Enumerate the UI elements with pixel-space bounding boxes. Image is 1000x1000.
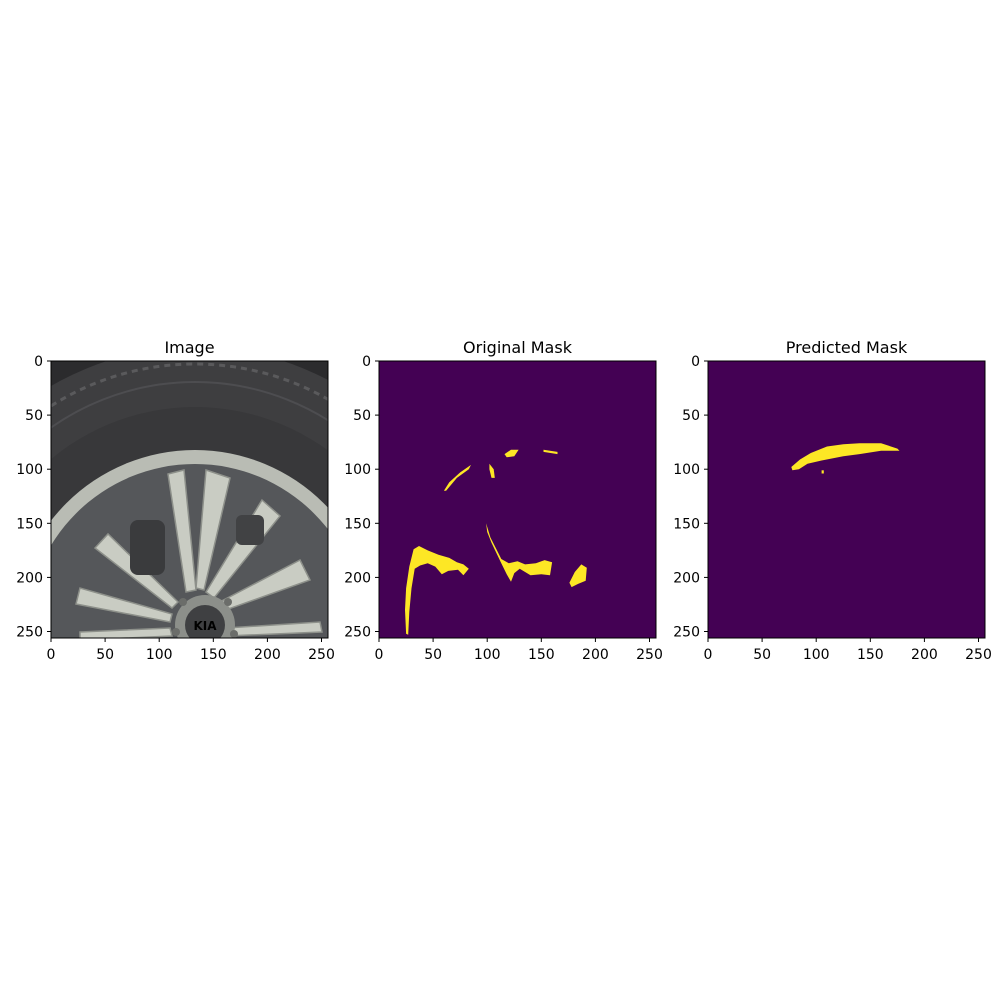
image-frame [50, 360, 329, 639]
image-xtick-label-100: 100 [146, 647, 173, 663]
predicted-mask-xtick-label-50: 50 [753, 647, 771, 663]
original-mask-ytick-label-100: 100 [344, 462, 371, 478]
original-mask-xtick-label-100: 100 [474, 647, 501, 663]
predicted-mask-xtick-label-0: 0 [704, 647, 713, 663]
image-ytick-label-100: 100 [16, 462, 43, 478]
original-mask-panel: Original Mask 0 50 100 150 200 25005010015020… [344, 338, 663, 663]
predicted-mask-region-1 [821, 470, 824, 474]
original-mask-title: Original Mask [463, 338, 573, 357]
image-ytick-label-0: 0 [34, 354, 43, 370]
image-xtick-label-200: 200 [254, 647, 281, 663]
predicted-mask-region-0 [791, 443, 900, 471]
predicted-mask-title: Predicted Mask [786, 338, 908, 357]
predicted-mask-frame [707, 360, 986, 639]
original-mask-ytick-label-200: 200 [344, 570, 371, 586]
predicted-mask-ytick-label-50: 50 [682, 408, 700, 424]
original-mask-frame [378, 360, 657, 639]
original-mask-region-3 [543, 449, 558, 455]
original-mask-xtick-label-0: 0 [375, 647, 384, 663]
image-ytick-label-200: 200 [16, 570, 43, 586]
original-mask-region-6 [569, 564, 587, 588]
image-ytick-label-50: 50 [25, 408, 43, 424]
predicted-mask-xtick-label-200: 200 [911, 647, 938, 663]
predicted-mask-background [708, 361, 985, 638]
image-xtick-label-0: 0 [47, 647, 56, 663]
image-panel: Image [16, 338, 335, 663]
original-mask-ytick-label-250: 250 [344, 625, 371, 641]
image-ytick-label-250: 250 [16, 625, 43, 641]
predicted-mask-ytick-label-200: 200 [673, 570, 700, 586]
predicted-mask-xtick-label-250: 250 [965, 647, 992, 663]
original-mask-ytick-label-50: 50 [353, 408, 371, 424]
image-xtick-label-150: 150 [200, 647, 227, 663]
original-mask-xtick-label-150: 150 [528, 647, 555, 663]
original-mask-ytick-label-150: 150 [344, 516, 371, 532]
original-mask-region-0 [443, 464, 471, 491]
original-mask-xtick-label-250: 250 [636, 647, 663, 663]
original-mask-region-1 [489, 463, 495, 478]
wheel-photo: KIA [51, 361, 328, 638]
image-xtick-label-50: 50 [96, 647, 114, 663]
original-mask-region-4 [486, 523, 553, 582]
image-ytick-label-150: 150 [16, 516, 43, 532]
original-mask-background [379, 361, 656, 638]
original-mask-region-5 [405, 546, 469, 635]
original-mask-ytick-label-0: 0 [362, 354, 371, 370]
predicted-mask-ytick-label-250: 250 [673, 625, 700, 641]
predicted-mask-ytick-label-0: 0 [691, 354, 700, 370]
predicted-mask-ytick-label-150: 150 [673, 516, 700, 532]
predicted-mask-xtick-label-100: 100 [803, 647, 830, 663]
original-mask-xtick-label-50: 50 [424, 647, 442, 663]
predicted-mask-xtick-label-150: 150 [857, 647, 884, 663]
image-xtick-label-250: 250 [308, 647, 335, 663]
predicted-mask-ytick-label-100: 100 [673, 462, 700, 478]
original-mask-region-2 [504, 449, 519, 458]
svg-text:KIA: KIA [193, 619, 217, 633]
predicted-mask-panel: Predicted Mask 0 50 100 150 200 2500501001502… [673, 338, 992, 663]
original-mask-xtick-label-200: 200 [582, 647, 609, 663]
image-panel-title: Image [164, 338, 214, 357]
